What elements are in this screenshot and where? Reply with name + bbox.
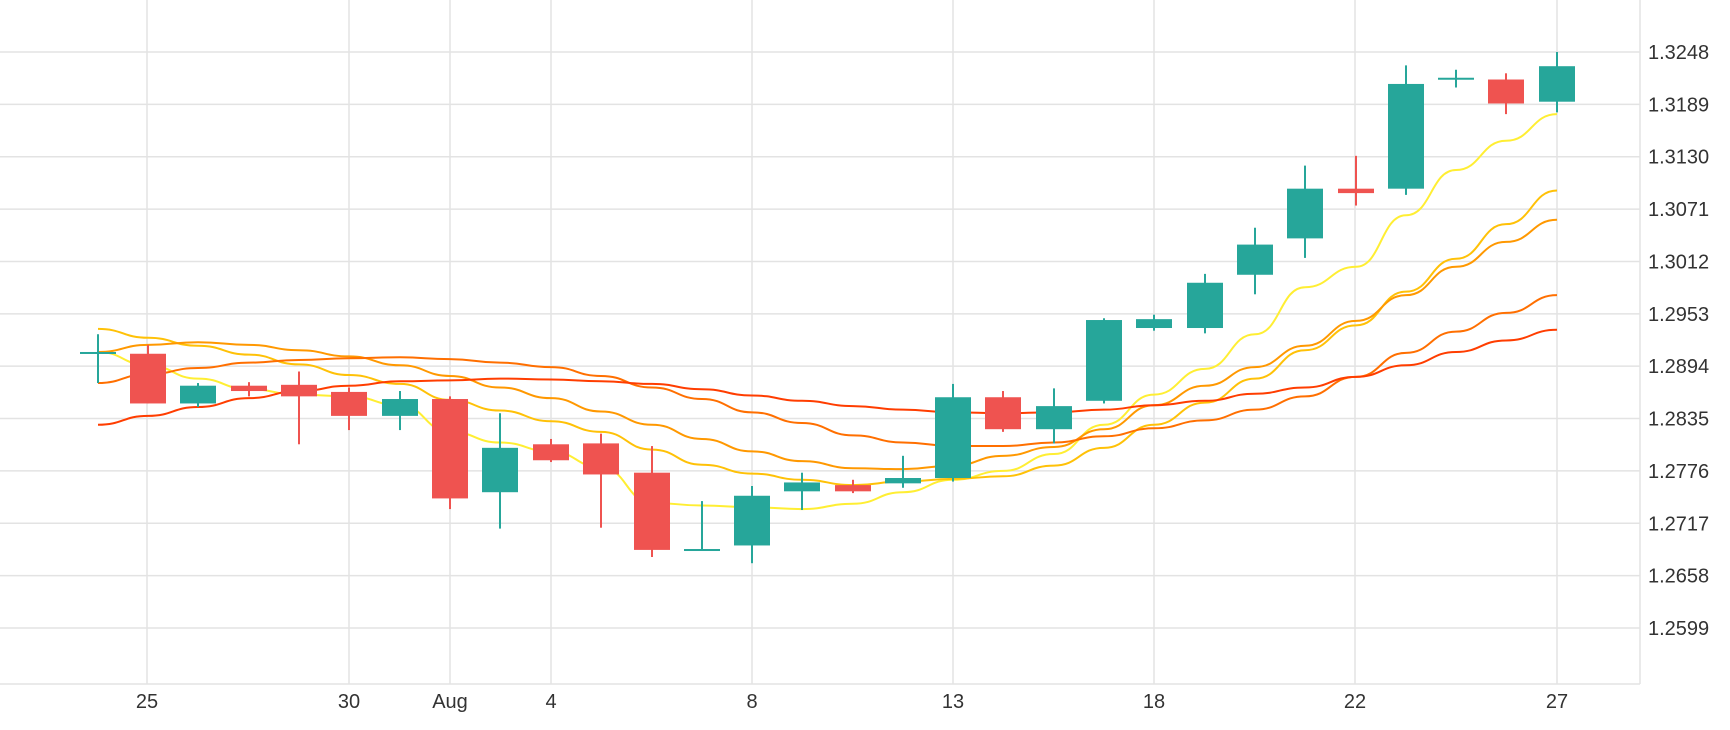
candle [80,334,116,384]
candle-body [1539,66,1575,102]
candle [382,391,418,431]
candle [835,479,871,494]
candle [231,382,267,397]
grid [0,0,1641,685]
y-tick-label: 1.2599 [1648,618,1709,640]
candle-body [1237,244,1273,275]
candle-body [382,399,418,416]
x-tick-label: 22 [1344,691,1366,713]
moving-average-lines [97,113,1558,511]
x-tick-label: 8 [746,691,757,713]
y-tick-label: 1.3189 [1648,94,1709,116]
candle [1136,314,1172,331]
candle [331,387,367,431]
candle-body [684,549,720,552]
x-tick-label: 27 [1546,691,1568,713]
y-tick-label: 1.2953 [1648,304,1709,326]
candle [684,501,720,552]
x-axis-ticks: 25 30 Aug 4 8 13 18 22 27 [136,691,1568,713]
candle [985,391,1021,432]
candle [1388,65,1424,195]
candle-body [180,385,216,404]
candle-body [80,351,116,354]
moving-average-line [97,113,1558,511]
candle-body [231,385,267,392]
candle [1438,69,1474,88]
candle [1488,73,1524,115]
candle-body [885,478,921,484]
candle-body [583,443,619,475]
y-tick-label: 1.3130 [1648,147,1709,169]
candle-body [1136,319,1172,329]
moving-average-line [97,328,1558,426]
candle [432,396,468,510]
candle [533,438,569,463]
candle-body [281,384,317,397]
x-tick-label: Aug [432,691,468,713]
candle-body [130,353,166,404]
candle-body [1036,406,1072,430]
y-tick-label: 1.2835 [1648,409,1709,431]
candle [1086,318,1122,404]
y-tick-label: 1.2717 [1648,513,1709,535]
candle [734,485,770,564]
y-tick-label: 1.3071 [1648,199,1709,221]
candle [583,433,619,528]
candle [1187,273,1223,334]
candle-body [985,397,1021,430]
y-tick-label: 1.3248 [1648,42,1709,64]
candle-body [1086,320,1122,401]
x-tick-label: 13 [942,691,964,713]
candle [281,371,317,445]
candle [180,383,216,408]
candle-body [1338,188,1374,194]
moving-average-line [97,189,1558,487]
candles [80,52,1575,564]
moving-average-line [97,294,1558,448]
candle [1036,388,1072,444]
y-tick-label: 1.3012 [1648,251,1709,273]
candle-body [1488,79,1524,104]
x-tick-label: 18 [1143,691,1165,713]
x-tick-label: 4 [545,691,556,713]
candle [482,413,518,529]
candle-body [1438,77,1474,80]
y-tick-label: 1.2894 [1648,356,1709,378]
candle-body [1187,282,1223,329]
x-tick-label: 25 [136,691,158,713]
y-tick-label: 1.2776 [1648,461,1709,483]
y-tick-label: 1.2658 [1648,566,1709,588]
candle-body [432,399,468,499]
candle-body [935,397,971,479]
moving-average-line [97,218,1558,471]
candle-body [835,485,871,492]
candle [634,446,670,557]
candle-body [533,444,569,461]
candle-body [734,495,770,546]
candle-body [784,482,820,492]
candle [1287,165,1323,258]
candle-body [482,447,518,493]
candle [1237,227,1273,295]
y-axis-ticks: 1.2599 1.2658 1.2717 1.2776 1.2835 1.2894 1.29… [1648,42,1709,640]
candle-body [331,391,367,416]
candle [130,344,166,404]
candle [784,472,820,510]
candle [1539,52,1575,113]
candle [935,383,971,482]
candle [1338,155,1374,206]
x-tick-label: 30 [338,691,360,713]
candle-body [1388,83,1424,189]
candle-body [1287,188,1323,239]
candle [885,455,921,488]
candle-body [634,472,670,550]
